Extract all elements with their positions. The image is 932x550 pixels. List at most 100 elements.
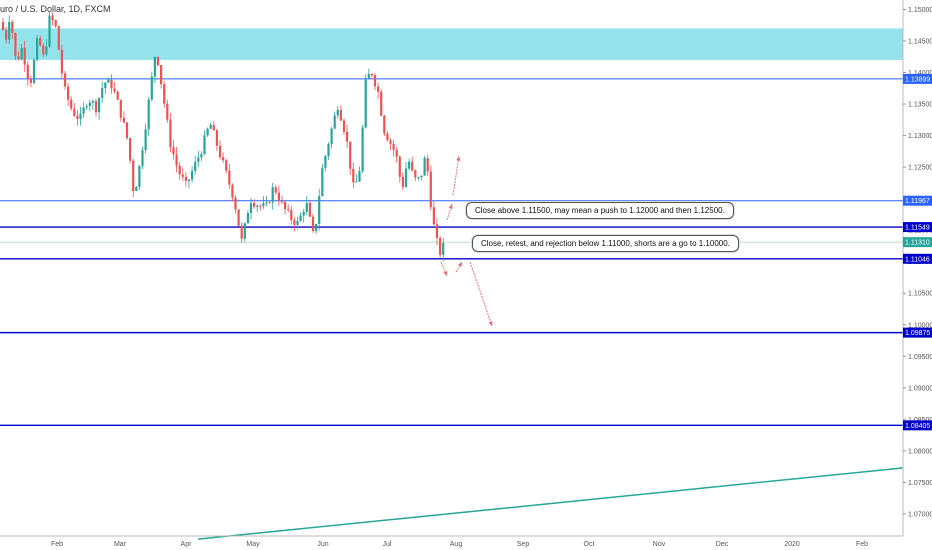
x-month-label: Feb <box>51 541 63 548</box>
y-tick-label: 1.13000 <box>908 133 932 140</box>
candle-body <box>225 160 228 171</box>
candle-body <box>91 101 94 103</box>
candle-body <box>122 117 125 123</box>
candle-body <box>377 86 380 92</box>
candle-body <box>228 170 231 185</box>
current-price-label: 1.11310 <box>905 240 930 247</box>
candle-body <box>355 181 358 183</box>
level-price-label: 1.08405 <box>905 423 930 430</box>
x-month-label: Aug <box>450 541 463 548</box>
candle-body <box>42 45 45 55</box>
y-tick-label: 1.14500 <box>908 38 932 45</box>
candle-body <box>153 56 156 77</box>
candle-body <box>389 140 392 144</box>
candle-body <box>256 205 259 207</box>
candle-body <box>383 115 386 134</box>
level-price-label: 1.13899 <box>905 76 930 83</box>
candle-body <box>243 223 246 239</box>
candle-body <box>398 156 401 177</box>
candle-body <box>231 184 234 198</box>
candle-body <box>191 171 194 180</box>
candle-body <box>57 26 60 50</box>
candle-body <box>324 155 327 168</box>
candle-body <box>215 130 218 146</box>
candle-body <box>82 107 85 114</box>
candle-body <box>367 74 370 79</box>
level-price-label: 1.11967 <box>905 198 930 205</box>
candle-body <box>209 124 212 129</box>
y-tick-label: 1.10500 <box>908 291 932 298</box>
candle-body <box>274 187 277 193</box>
candle-body <box>262 203 265 206</box>
x-month-label: May <box>246 541 260 548</box>
candle-body <box>1 22 5 31</box>
candle-body <box>342 120 346 132</box>
candle-body <box>119 99 122 118</box>
y-tick-label: 1.12500 <box>908 165 932 172</box>
level-price-tag <box>903 195 932 206</box>
candle-body <box>414 170 417 178</box>
candle-body <box>265 202 268 204</box>
candle-body <box>178 165 181 175</box>
candle-body <box>352 168 355 183</box>
candle-body <box>67 86 70 100</box>
x-month-label: Jun <box>317 541 328 548</box>
candle-body <box>8 21 11 40</box>
candle-body <box>373 75 377 87</box>
candle-body <box>432 207 435 225</box>
candle-body <box>308 203 311 217</box>
candle-body <box>98 98 101 113</box>
candle-body <box>206 128 209 136</box>
candle-body <box>11 21 14 33</box>
candle-body <box>135 187 138 192</box>
x-month-label: Oct <box>584 541 595 548</box>
candle-body <box>125 122 129 139</box>
candle-body <box>150 76 153 100</box>
x-month-label: Apr <box>181 541 193 548</box>
candle-body <box>426 158 429 172</box>
candle-body <box>392 143 395 150</box>
candle-body <box>85 106 88 108</box>
candle-body <box>138 165 141 188</box>
candle-body <box>361 127 364 172</box>
annotation-bullish: Close above 1.11500, may mean a push to … <box>466 202 734 219</box>
candle-body <box>423 158 426 176</box>
candle-body <box>253 203 256 207</box>
chart-title: uro / U.S. Dollar, 1D, FXCM <box>0 4 111 14</box>
candle-body <box>101 88 104 99</box>
candle-body <box>249 203 253 214</box>
candle-body <box>380 91 383 116</box>
level-price-label: 1.11549 <box>905 225 930 232</box>
candle-body <box>429 171 432 208</box>
candle-body <box>299 215 302 222</box>
candle-body <box>330 128 333 145</box>
level-price-tag <box>903 73 932 84</box>
supply-zone <box>0 28 903 60</box>
candle-body <box>280 201 284 203</box>
x-month-label: 2020 <box>784 541 800 548</box>
candle-body <box>20 47 23 60</box>
candle-body <box>386 133 389 141</box>
candle-body <box>336 109 339 116</box>
candle-body <box>321 167 324 197</box>
candle-body <box>32 59 36 83</box>
candle-body <box>349 141 352 169</box>
candle-body <box>110 79 113 89</box>
candle-body <box>290 210 293 221</box>
candle-body <box>129 138 132 161</box>
candle-body <box>107 79 110 83</box>
x-month-label: Mar <box>114 541 127 548</box>
level-price-label: 1.11046 <box>905 256 930 263</box>
candle-body <box>234 197 237 210</box>
candle-body <box>156 56 160 66</box>
candle-body <box>339 109 342 121</box>
candle-body <box>287 208 290 211</box>
candle-body <box>203 135 206 155</box>
candle-body <box>48 15 51 47</box>
arrow-head <box>488 321 493 326</box>
candle-body <box>29 78 32 83</box>
candle-body <box>5 30 8 40</box>
candle-body <box>302 211 305 216</box>
candle-body <box>284 202 287 209</box>
